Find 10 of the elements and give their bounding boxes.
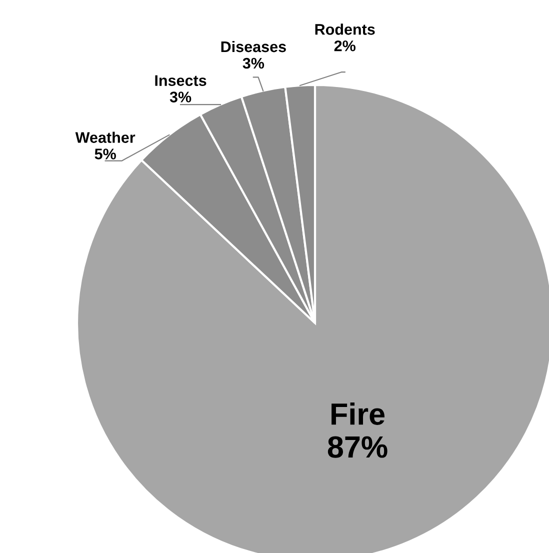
slice-label: Insects (155, 75, 206, 86)
data-label: 3% (170, 92, 192, 102)
data-label: 87% (328, 436, 388, 458)
slice-label: Rodents (315, 24, 375, 35)
data-label: 2% (334, 40, 356, 52)
data-label: 3% (242, 58, 264, 69)
data-label: 5% (94, 148, 116, 160)
slice-label: Diseases (221, 40, 286, 52)
slice-label: Weather (75, 132, 136, 143)
slice-label: Fire (332, 402, 385, 425)
